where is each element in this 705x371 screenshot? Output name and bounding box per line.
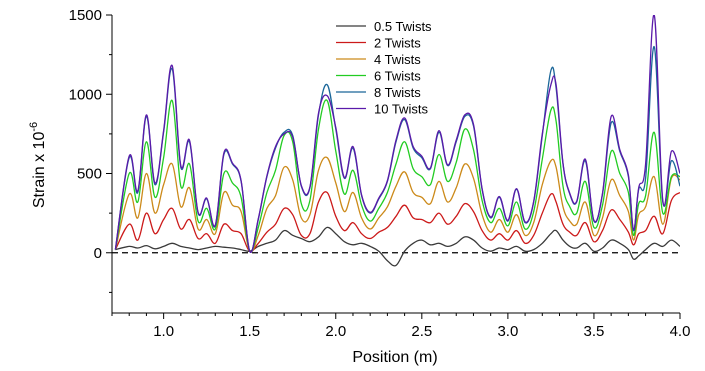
y-tick-label: 500 [77,166,102,183]
x-axis-label: Position (m) [352,349,437,366]
x-tick-label: 1.0 [153,323,174,340]
x-tick-label: 2.0 [325,323,346,340]
y-tick-label: 0 [94,245,102,262]
legend-label: 6 Twists [374,69,421,84]
x-tick-label: 2.5 [411,323,432,340]
x-tick-label: 4.0 [670,323,691,340]
y-axis-label-exponent: -6 [28,122,40,132]
y-tick-label: 1000 [69,86,102,103]
x-tick-label: 1.5 [239,323,260,340]
x-tick-labels: 1.0 1.5 2.0 2.5 3.0 3.5 4.0 [153,323,690,340]
y-axis-label-main: Strain x 10 [31,132,48,209]
tick-marks [106,14,681,319]
y-axis-label: Strain x 10-6 [28,122,48,208]
series-line-6-twists [114,99,680,253]
series-layer [114,15,680,267]
legend-label: 2 Twists [374,36,421,51]
legend-label: 4 Twists [374,52,421,67]
series-line-2-twists [114,191,680,253]
series-line-10-twists [114,15,680,253]
y-tick-labels: 0 500 1000 1500 [69,7,102,262]
y-tick-label: 1500 [69,7,102,24]
series-line-4-twists [114,156,680,253]
legend-label: 8 Twists [374,85,421,100]
x-tick-label: 3.0 [497,323,518,340]
axes-frame [111,15,680,314]
legend-label: 10 Twists [374,102,428,117]
series-line-0-5-twists [115,226,680,267]
legend-label: 0.5 Twists [374,19,432,34]
x-tick-label: 3.5 [584,323,605,340]
